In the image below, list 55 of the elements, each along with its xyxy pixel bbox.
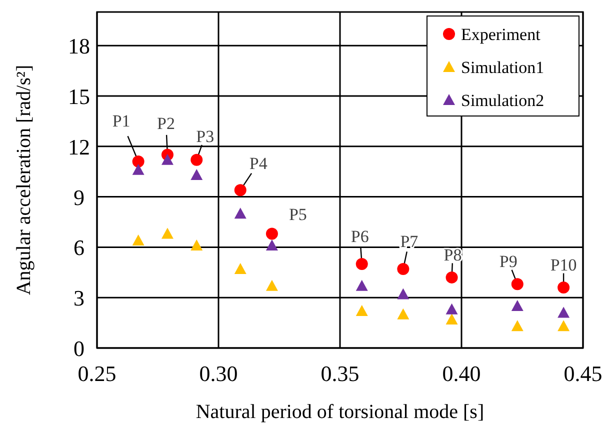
point	[234, 263, 246, 274]
annotation: P4	[249, 154, 268, 174]
point	[266, 228, 278, 240]
point	[558, 320, 570, 332]
y-tick-label: 6	[74, 235, 84, 260]
annotation: P3	[196, 126, 214, 146]
point	[511, 278, 524, 290]
y-axis-title: Angular acceleration [rad/s²]	[13, 64, 35, 296]
annotation: P6	[350, 227, 369, 246]
point	[234, 208, 246, 219]
point	[446, 271, 458, 284]
point	[190, 240, 203, 251]
y-tick-label: 12	[68, 134, 90, 160]
point	[266, 240, 278, 251]
annotation: P10	[550, 256, 577, 275]
point	[132, 156, 144, 168]
point	[234, 184, 246, 196]
point	[161, 154, 174, 165]
legend-label: Simulation1	[461, 58, 544, 77]
legend-label: Experiment	[461, 25, 541, 44]
point	[511, 300, 524, 311]
x-tick-label: 0.30	[199, 361, 238, 386]
point	[161, 228, 174, 239]
point	[356, 305, 368, 316]
point	[266, 280, 278, 291]
annotation: P1	[112, 112, 130, 131]
annotation: P7	[400, 232, 419, 252]
point	[558, 306, 570, 318]
point	[446, 313, 458, 324]
x-tick-label: 0.40	[442, 361, 481, 386]
point	[446, 303, 458, 314]
annotation: P9	[499, 252, 518, 272]
x-tick-label: 0.45	[564, 361, 602, 386]
y-tick-label: 0	[74, 336, 84, 361]
point	[397, 288, 410, 300]
point	[397, 263, 410, 276]
point	[356, 280, 368, 291]
x-tick-label: 0.25	[78, 361, 116, 386]
x-tick-label: 0.35	[320, 361, 360, 386]
point	[511, 320, 524, 332]
point	[132, 234, 144, 246]
point	[190, 154, 203, 166]
annotation: P2	[156, 114, 175, 133]
y-tick-label: 15	[68, 84, 90, 109]
y-tick-label: 9	[74, 184, 84, 210]
point	[190, 168, 203, 180]
annotation: P5	[288, 204, 307, 224]
legend-label: Simulation2	[461, 91, 544, 110]
y-tick-label: 3	[74, 286, 84, 311]
y-tick-label: 18	[68, 34, 90, 59]
point	[558, 282, 570, 294]
x-axis-title: Natural period of torsional mode [s]	[196, 401, 484, 423]
point	[397, 308, 410, 320]
point	[132, 164, 144, 175]
point	[356, 258, 368, 270]
